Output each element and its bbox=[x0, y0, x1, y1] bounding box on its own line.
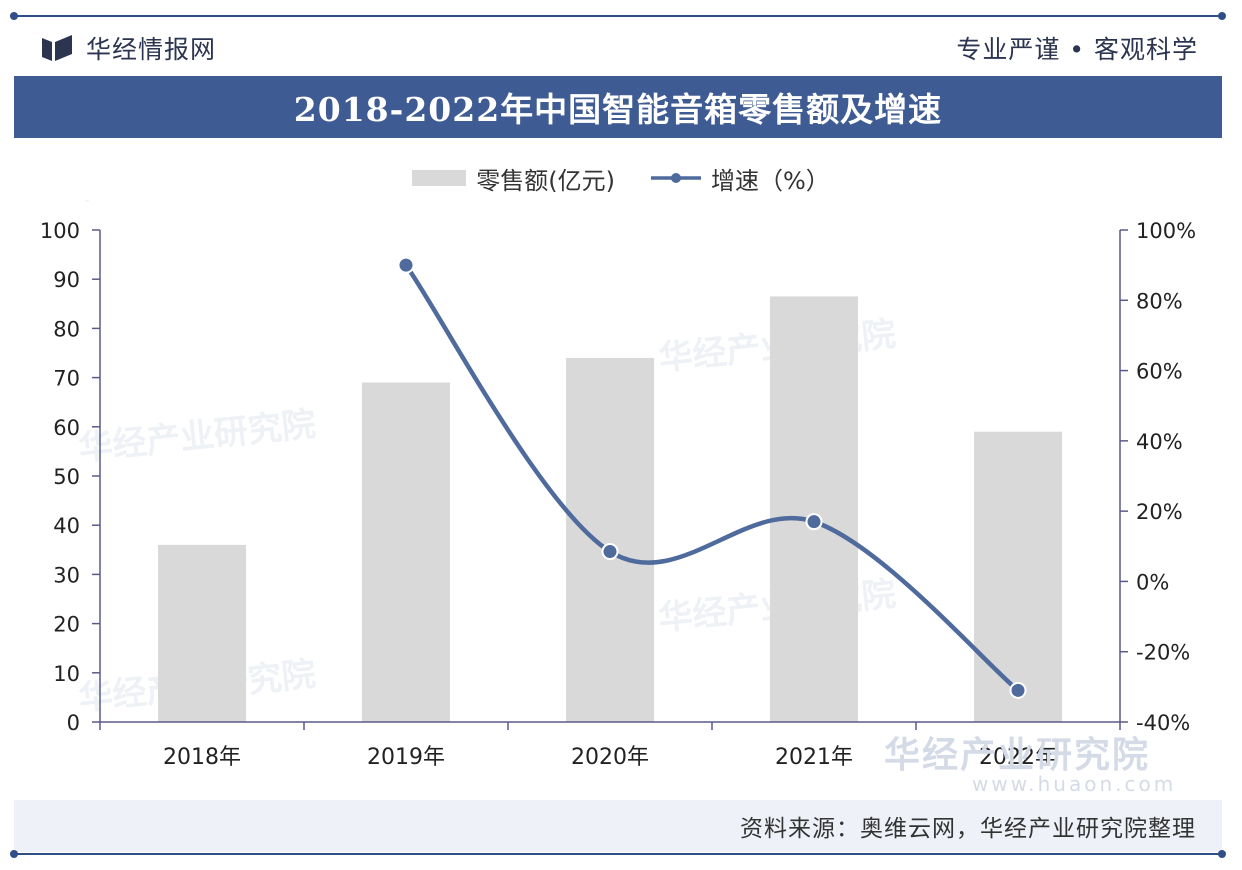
bar-retail-sales bbox=[770, 296, 858, 722]
legend-item-growth: 增速（%） bbox=[650, 161, 830, 196]
y-left-tick-label: 60 bbox=[53, 416, 80, 440]
watermark-name: 华经产业研究院 bbox=[884, 735, 1151, 776]
bottom-rule bbox=[10, 850, 1226, 858]
chart-legend: 零售额(亿元) 增速（%） bbox=[0, 158, 1242, 198]
y-left-tick-label: 100 bbox=[40, 219, 80, 243]
y-left-tick-label: 80 bbox=[53, 317, 80, 341]
legend-bar-label: 零售额(亿元) bbox=[476, 166, 615, 195]
growth-rate-point bbox=[601, 543, 619, 561]
watermark-url: www.huaon.com bbox=[972, 772, 1177, 796]
y-right-tick-label: -40% bbox=[1136, 711, 1190, 735]
x-category-label: 2020年 bbox=[571, 745, 649, 770]
brand-name: 华经情报网 bbox=[86, 35, 217, 64]
source-note: 资料来源：奥维云网，华经产业研究院整理 bbox=[740, 816, 1196, 842]
legend-line-swatch bbox=[650, 173, 701, 183]
x-category-label: 2018年 bbox=[163, 745, 241, 770]
brand-logo-icon bbox=[42, 35, 72, 61]
legend-bar-swatch bbox=[412, 170, 467, 186]
source-footer: 资料来源：奥维云网，华经产业研究院整理 bbox=[14, 800, 1222, 852]
title-bar: 2018-2022年中国智能音箱零售额及增速 bbox=[14, 76, 1222, 138]
y-right-tick-label: 20% bbox=[1136, 500, 1183, 524]
bar-retail-sales bbox=[566, 357, 654, 722]
y-left-tick-label: 20 bbox=[53, 613, 80, 637]
y-right-tick-label: 80% bbox=[1136, 289, 1183, 313]
y-left-tick-label: 10 bbox=[53, 662, 80, 686]
growth-rate-point bbox=[805, 513, 823, 531]
x-category-label: 2021年 bbox=[775, 745, 853, 770]
watermark-background-text: 华经产业研究院 bbox=[67, 200, 308, 209]
bar-retail-sales bbox=[974, 431, 1062, 722]
chart-title: 2018-2022年中国智能音箱零售额及增速 bbox=[293, 90, 943, 129]
y-left-tick-label: 30 bbox=[53, 563, 80, 587]
bar-retail-sales bbox=[158, 544, 246, 722]
y-right-tick-label: 0% bbox=[1136, 570, 1169, 594]
y-right-tick-label: 60% bbox=[1136, 360, 1183, 384]
y-right-tick-label: -20% bbox=[1136, 641, 1190, 665]
chart-area: 华经产业研究院华经产业研究院华经产业研究院华经产业研究院华经产业研究院 0102… bbox=[40, 200, 1196, 770]
growth-rate-point bbox=[397, 256, 415, 274]
y-left-tick-label: 50 bbox=[53, 465, 80, 489]
growth-rate-point bbox=[1009, 681, 1027, 699]
slogan: 专业严谨 • 客观科学 bbox=[956, 35, 1198, 64]
brand: 华经情报网 bbox=[42, 30, 216, 66]
y-left-tick-label: 40 bbox=[53, 514, 80, 538]
y-right-tick-label: 100% bbox=[1136, 219, 1196, 243]
bar-retail-sales bbox=[362, 382, 450, 722]
growth-rate-line bbox=[403, 262, 1021, 693]
y-right-tick-label: 40% bbox=[1136, 430, 1183, 454]
top-rule bbox=[10, 12, 1226, 20]
legend-line-label: 增速（%） bbox=[710, 166, 830, 195]
y-left-tick-label: 0 bbox=[67, 711, 80, 735]
x-category-label: 2022年 bbox=[979, 745, 1057, 770]
y-left-tick-label: 70 bbox=[53, 367, 80, 391]
legend-item-retail: 零售额(亿元) bbox=[412, 161, 615, 196]
watermark-background-text: 华经产业研究院 bbox=[77, 404, 318, 469]
x-category-label: 2019年 bbox=[367, 745, 445, 770]
y-left-tick-label: 90 bbox=[53, 268, 80, 292]
